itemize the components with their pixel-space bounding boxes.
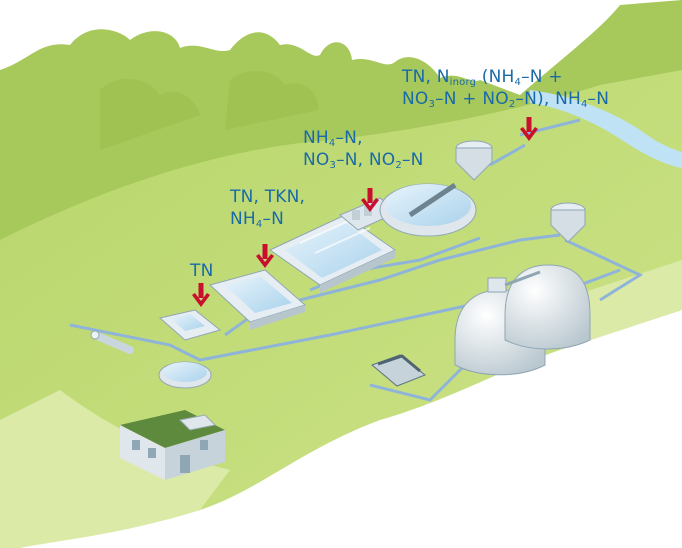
label-tn-tkn-nh4: TN, TKN, NH4–N: [230, 187, 306, 230]
grit-basin-icon: [158, 361, 212, 389]
building-icon: [120, 410, 225, 480]
river-icon: [530, 90, 682, 168]
secondary-clarifier-icon: [379, 182, 477, 237]
arrow-down-icon: [256, 244, 274, 268]
label-nh4-no3-no2: NH4–N, NO3–N, NO2–N: [303, 128, 424, 171]
arrow-down-icon: [361, 188, 379, 212]
primary-clarifier-icon: [208, 269, 307, 330]
silo-icon: [550, 202, 586, 243]
dewatering-press-icon: [371, 354, 426, 387]
label-tn-ninorg: TN, Ninorg (NH4–N + NO3–N + NO2–N), NH4–…: [402, 67, 610, 110]
label-tn: TN: [190, 261, 214, 281]
arrow-down-icon: [192, 283, 210, 307]
screen-tank-icon: [158, 309, 222, 341]
inlet-pipe-icon: [90, 330, 134, 354]
arrow-down-icon: [520, 117, 538, 141]
sludge-thickener-icon: [455, 140, 493, 181]
aeration-tank-icon: [269, 214, 396, 293]
digester-icon: [454, 264, 591, 376]
red-arrow-icons: [192, 117, 538, 307]
